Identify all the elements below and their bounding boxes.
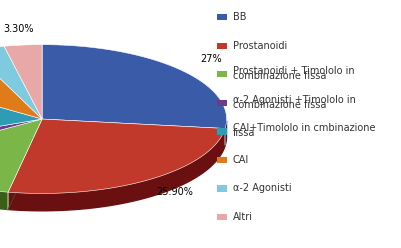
Polygon shape — [0, 77, 42, 148]
Polygon shape — [0, 119, 42, 192]
Polygon shape — [0, 50, 42, 119]
FancyBboxPatch shape — [217, 128, 227, 134]
Polygon shape — [42, 45, 227, 128]
Text: combinazione fissa: combinazione fissa — [233, 100, 326, 110]
Polygon shape — [4, 45, 42, 119]
Text: Prostanoidi + Timololo in: Prostanoidi + Timololo in — [233, 66, 354, 76]
Text: α-2 Agonisti +Timololo in: α-2 Agonisti +Timololo in — [233, 95, 355, 105]
FancyBboxPatch shape — [217, 100, 227, 106]
FancyBboxPatch shape — [217, 43, 227, 49]
Text: Prostanoidi: Prostanoidi — [233, 41, 287, 51]
Text: 27%: 27% — [200, 54, 222, 64]
Text: combinazione fissa: combinazione fissa — [233, 71, 326, 81]
FancyBboxPatch shape — [217, 214, 227, 220]
Text: BB: BB — [233, 12, 246, 22]
FancyBboxPatch shape — [217, 71, 227, 77]
Polygon shape — [225, 121, 227, 146]
FancyBboxPatch shape — [217, 186, 227, 191]
Polygon shape — [0, 160, 8, 210]
Text: Altri: Altri — [233, 212, 253, 222]
Polygon shape — [8, 128, 225, 211]
Text: fissa: fissa — [233, 128, 255, 138]
FancyBboxPatch shape — [217, 14, 227, 20]
Text: 25.90%: 25.90% — [156, 187, 193, 197]
FancyBboxPatch shape — [217, 157, 227, 163]
Polygon shape — [0, 46, 42, 119]
Polygon shape — [0, 119, 42, 160]
Text: α-2 Agonisti: α-2 Agonisti — [233, 184, 291, 193]
Polygon shape — [8, 119, 225, 193]
Text: CAI+Timololo in cmbinazione: CAI+Timololo in cmbinazione — [233, 124, 375, 133]
Text: 3.30%: 3.30% — [4, 24, 34, 34]
Text: CAI: CAI — [233, 155, 249, 165]
